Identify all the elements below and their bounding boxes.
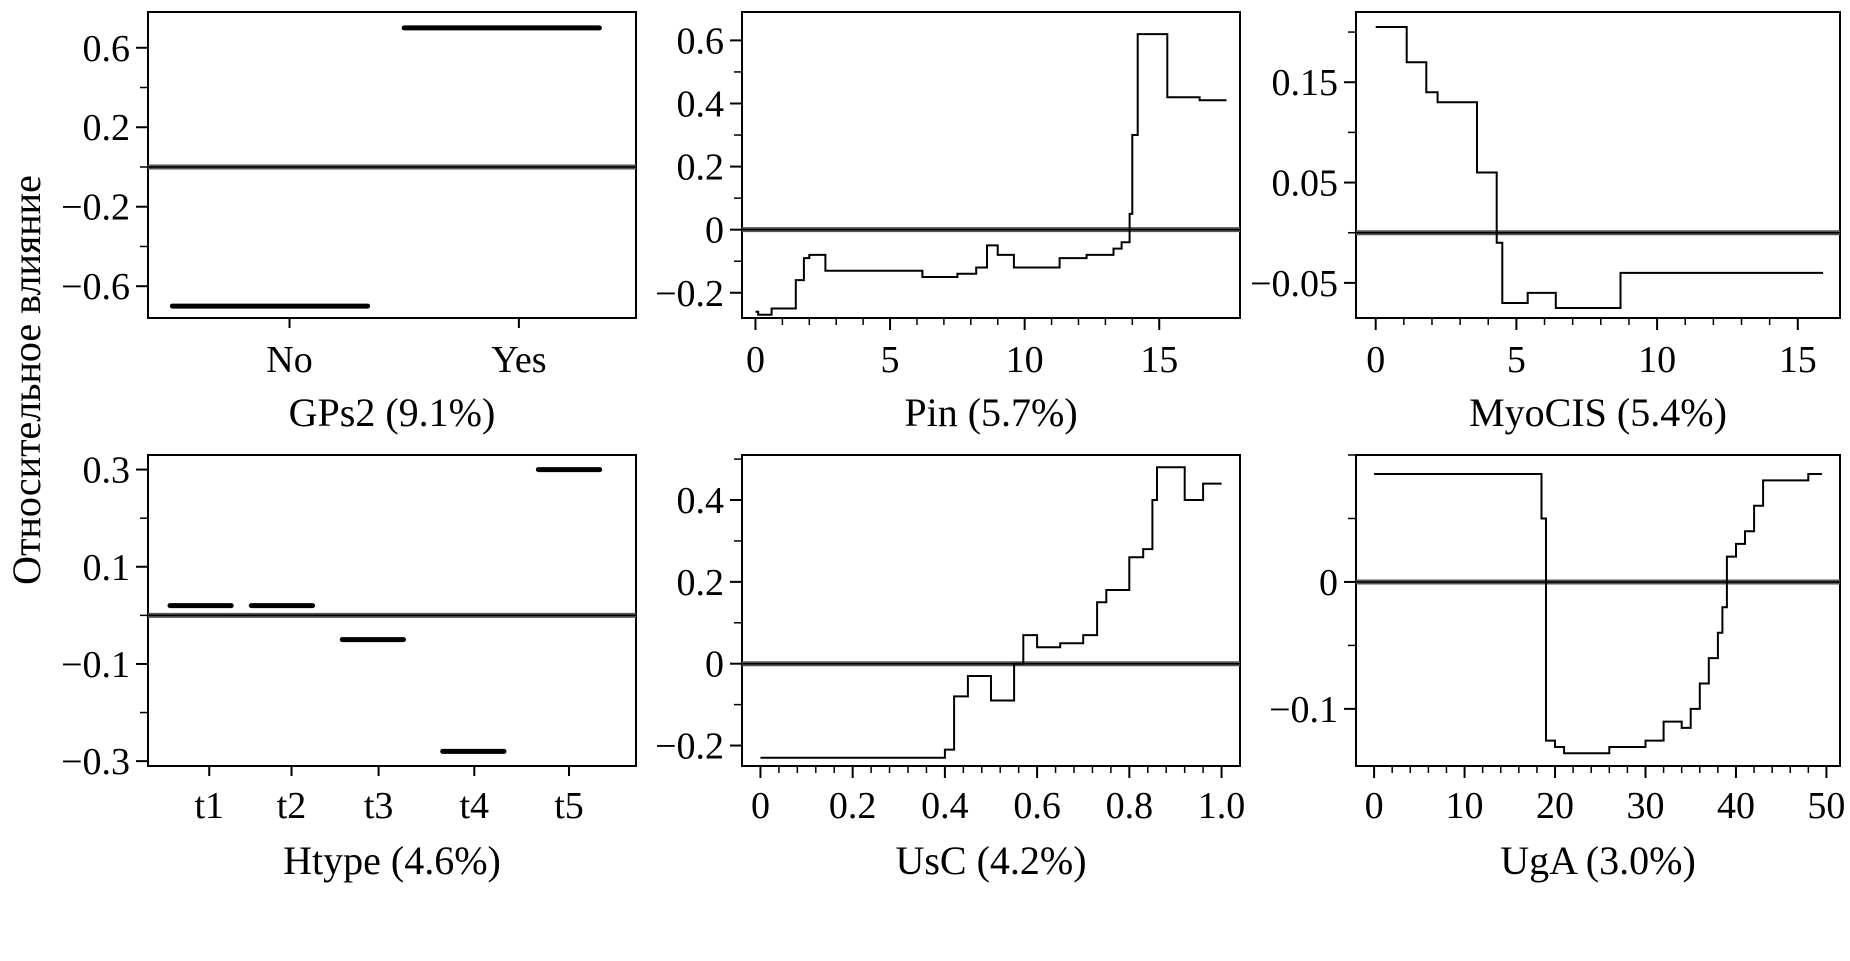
panel-gps2: −0.6 −0.2 0.2 0.6 No Yes GPs2 (9.1%) bbox=[61, 11, 637, 435]
x-tick-label: t3 bbox=[364, 785, 394, 827]
y-tick-label: 0.2 bbox=[83, 107, 131, 149]
x-axis-label: UgA (3.0%) bbox=[1500, 838, 1696, 883]
y-tick-label: −0.2 bbox=[655, 726, 724, 768]
x-tick-label: Yes bbox=[491, 339, 546, 381]
x-tick-label: 0 bbox=[1365, 785, 1384, 827]
panel-htype: −0.3 −0.1 0.1 0.3 t1 t2 t3 t4 t5 Htype (4.6%) bbox=[61, 450, 637, 883]
y-tick-label: 0.1 bbox=[83, 547, 131, 589]
x-tick-label: 30 bbox=[1626, 785, 1664, 827]
x-tick-label: t4 bbox=[460, 785, 490, 827]
x-tick-label: t2 bbox=[277, 785, 307, 827]
panel-uga: −0.1 0 0 10 20 30 40 50 UgA (3.0%) bbox=[1269, 454, 1845, 883]
x-axis-label: GPs2 (9.1%) bbox=[289, 390, 496, 435]
x-tick-label: 0 bbox=[746, 339, 765, 381]
y-tick-label: −0.3 bbox=[61, 741, 130, 783]
partial-dependence-curve bbox=[760, 466, 1222, 759]
partial-dependence-curve bbox=[1374, 473, 1822, 755]
y-tick-label: −0.2 bbox=[61, 187, 130, 229]
x-tick-label: 0.6 bbox=[1013, 785, 1061, 827]
x-tick-label: 5 bbox=[881, 339, 900, 381]
y-tick-label: 0.4 bbox=[677, 83, 725, 125]
y-tick-label: 0.05 bbox=[1272, 163, 1339, 205]
plot-frame bbox=[1355, 454, 1841, 767]
plot-frame bbox=[741, 454, 1241, 767]
x-tick-label: 0.8 bbox=[1106, 785, 1154, 827]
y-tick-label: 0.6 bbox=[83, 28, 131, 70]
panel-usc: −0.2 0 0.2 0.4 0 0.2 0.4 0.6 0.8 1.0 UsC (4.2%) bbox=[655, 454, 1246, 883]
y-axis-label: Относительное влияние bbox=[4, 175, 49, 585]
x-axis-label: Htype (4.6%) bbox=[283, 838, 501, 883]
x-axis-label: UsC (4.2%) bbox=[895, 838, 1086, 883]
plot-frame bbox=[741, 11, 1241, 319]
x-tick-label: 50 bbox=[1807, 785, 1845, 827]
x-tick-label: t1 bbox=[194, 785, 224, 827]
y-tick-label: 0.6 bbox=[677, 20, 725, 62]
panel-pin: −0.2 0 0.2 0.4 0.6 0 5 10 15 Pin (5.7%) bbox=[655, 11, 1241, 435]
x-tick-label: 10 bbox=[1006, 339, 1044, 381]
x-tick-label: 0 bbox=[1366, 339, 1385, 381]
y-tick-label: 0 bbox=[705, 210, 724, 252]
y-tick-label: 0 bbox=[705, 644, 724, 686]
panel-myocis: −0.05 0.05 0.15 0 5 10 15 MyoCIS (5.4%) bbox=[1250, 11, 1841, 435]
y-tick-label: −0.6 bbox=[61, 266, 130, 308]
y-tick-label: 0 bbox=[1319, 562, 1338, 604]
partial-dependence-curve bbox=[755, 33, 1227, 316]
x-axis-label: Pin (5.7%) bbox=[904, 390, 1077, 435]
y-tick-label: −0.1 bbox=[1269, 689, 1338, 731]
x-tick-label: No bbox=[266, 339, 312, 381]
x-tick-label: t5 bbox=[554, 785, 584, 827]
x-tick-label: 10 bbox=[1446, 785, 1484, 827]
partial-dependence-curve bbox=[1375, 26, 1824, 309]
x-tick-label: 15 bbox=[1779, 339, 1817, 381]
x-tick-label: 40 bbox=[1717, 785, 1755, 827]
y-tick-label: −0.05 bbox=[1250, 263, 1338, 305]
y-tick-label: 0.15 bbox=[1272, 62, 1339, 104]
x-tick-label: 0.2 bbox=[829, 785, 877, 827]
x-axis-label: MyoCIS (5.4%) bbox=[1469, 390, 1727, 435]
y-tick-label: 0.3 bbox=[83, 450, 131, 492]
x-tick-label: 20 bbox=[1536, 785, 1574, 827]
x-tick-label: 5 bbox=[1507, 339, 1526, 381]
y-tick-label: 0.2 bbox=[677, 562, 725, 604]
x-tick-label: 0 bbox=[751, 785, 770, 827]
x-tick-label: 10 bbox=[1638, 339, 1676, 381]
y-tick-label: −0.2 bbox=[655, 273, 724, 315]
y-tick-label: 0.2 bbox=[677, 147, 725, 189]
x-tick-label: 15 bbox=[1140, 339, 1178, 381]
x-tick-label: 1.0 bbox=[1198, 785, 1246, 827]
plot-frame bbox=[147, 454, 637, 767]
y-tick-label: −0.1 bbox=[61, 644, 130, 686]
y-tick-label: 0.4 bbox=[677, 480, 725, 522]
x-tick-label: 0.4 bbox=[921, 785, 969, 827]
plot-frame bbox=[1355, 11, 1841, 319]
